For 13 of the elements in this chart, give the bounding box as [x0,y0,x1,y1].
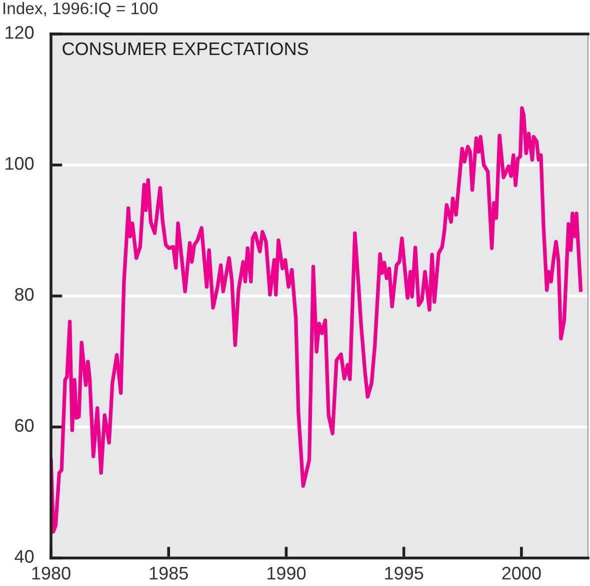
line-series [51,106,583,534]
y-tick-label: 120 [6,26,34,39]
x-tick-label: 1985 [150,566,188,580]
y-tick-label: 100 [6,157,34,170]
x-tick-label: 1995 [385,566,424,580]
y-tick-label: 80 [15,288,34,301]
y-tick-label: 40 [14,550,34,563]
x-tick-label: 2000 [502,566,541,580]
x-tick-label: 1990 [268,566,306,580]
x-tick-label: 1980 [32,566,70,580]
y-tick-label: 60 [15,419,34,432]
y-axis-title: Index, 1996:IQ = 100 [4,2,158,18]
chart-title: CONSUMER EXPECTATIONS [62,42,308,56]
